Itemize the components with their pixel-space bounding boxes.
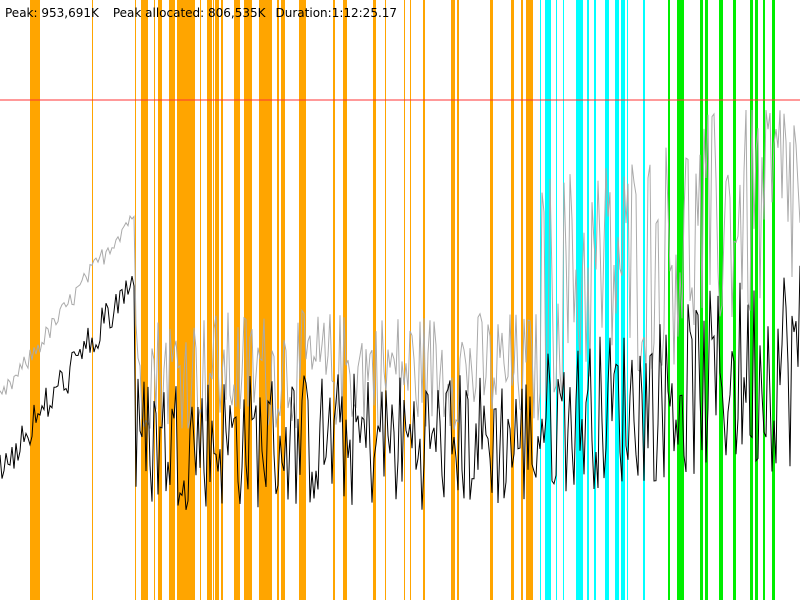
band (763, 0, 765, 600)
band (594, 0, 596, 600)
band (373, 0, 376, 600)
band (526, 0, 528, 600)
band (235, 0, 238, 600)
band (576, 0, 580, 600)
band (170, 0, 173, 600)
band (268, 0, 269, 600)
band (154, 0, 155, 600)
band (259, 0, 261, 600)
band (33, 0, 37, 600)
band (238, 0, 240, 600)
band (169, 0, 170, 600)
band (668, 0, 669, 600)
band (385, 0, 386, 600)
band (261, 0, 265, 600)
band (234, 0, 235, 600)
band (772, 0, 775, 600)
band (245, 0, 248, 600)
band (92, 0, 93, 600)
band (627, 0, 628, 600)
band (457, 0, 459, 600)
band (302, 0, 306, 600)
band (643, 0, 645, 600)
band (187, 0, 191, 600)
band (549, 0, 551, 600)
band (221, 0, 223, 600)
band (563, 0, 564, 600)
band (547, 0, 549, 600)
band (269, 0, 270, 600)
band (270, 0, 272, 600)
band (191, 0, 192, 600)
header-stats: Peak: 953,691K Peak allocated: 806,535K Du… (5, 6, 397, 20)
band (410, 0, 411, 600)
band (192, 0, 195, 600)
memory-lines (0, 109, 800, 511)
band (750, 0, 752, 600)
band (37, 0, 38, 600)
band (265, 0, 268, 600)
band (215, 0, 219, 600)
band (454, 0, 455, 600)
duration: Duration:1:12:25.17 (276, 6, 398, 20)
band (208, 0, 212, 600)
band (277, 0, 279, 600)
band (178, 0, 181, 600)
band (423, 0, 425, 600)
band (251, 0, 252, 600)
band (281, 0, 285, 600)
band (333, 0, 335, 600)
band (733, 0, 736, 600)
band (556, 0, 557, 600)
band (158, 0, 162, 600)
band (528, 0, 529, 600)
peak-allocated: Peak allocated: 806,535K (113, 6, 267, 20)
band (343, 0, 347, 600)
band (683, 0, 684, 600)
band (669, 0, 670, 600)
band (141, 0, 145, 600)
band (248, 0, 251, 600)
band (621, 0, 625, 600)
band (752, 0, 753, 600)
allocated-trace (0, 109, 800, 431)
band (213, 0, 214, 600)
band (545, 0, 547, 600)
band (404, 0, 405, 600)
used-trace (0, 265, 800, 511)
band (173, 0, 175, 600)
band (177, 0, 178, 600)
band (207, 0, 208, 600)
band (200, 0, 201, 600)
band (183, 0, 187, 600)
band (587, 0, 589, 600)
band (511, 0, 514, 600)
band (605, 0, 609, 600)
band (145, 0, 148, 600)
band (521, 0, 523, 600)
band (719, 0, 723, 600)
band (615, 0, 619, 600)
band (451, 0, 454, 600)
band (529, 0, 533, 600)
band (30, 0, 33, 600)
band (38, 0, 40, 600)
band (705, 0, 708, 600)
band (244, 0, 245, 600)
band (755, 0, 758, 600)
band (181, 0, 183, 600)
band (299, 0, 302, 600)
band (490, 0, 493, 600)
peak: Peak: 953,691K (5, 6, 100, 20)
